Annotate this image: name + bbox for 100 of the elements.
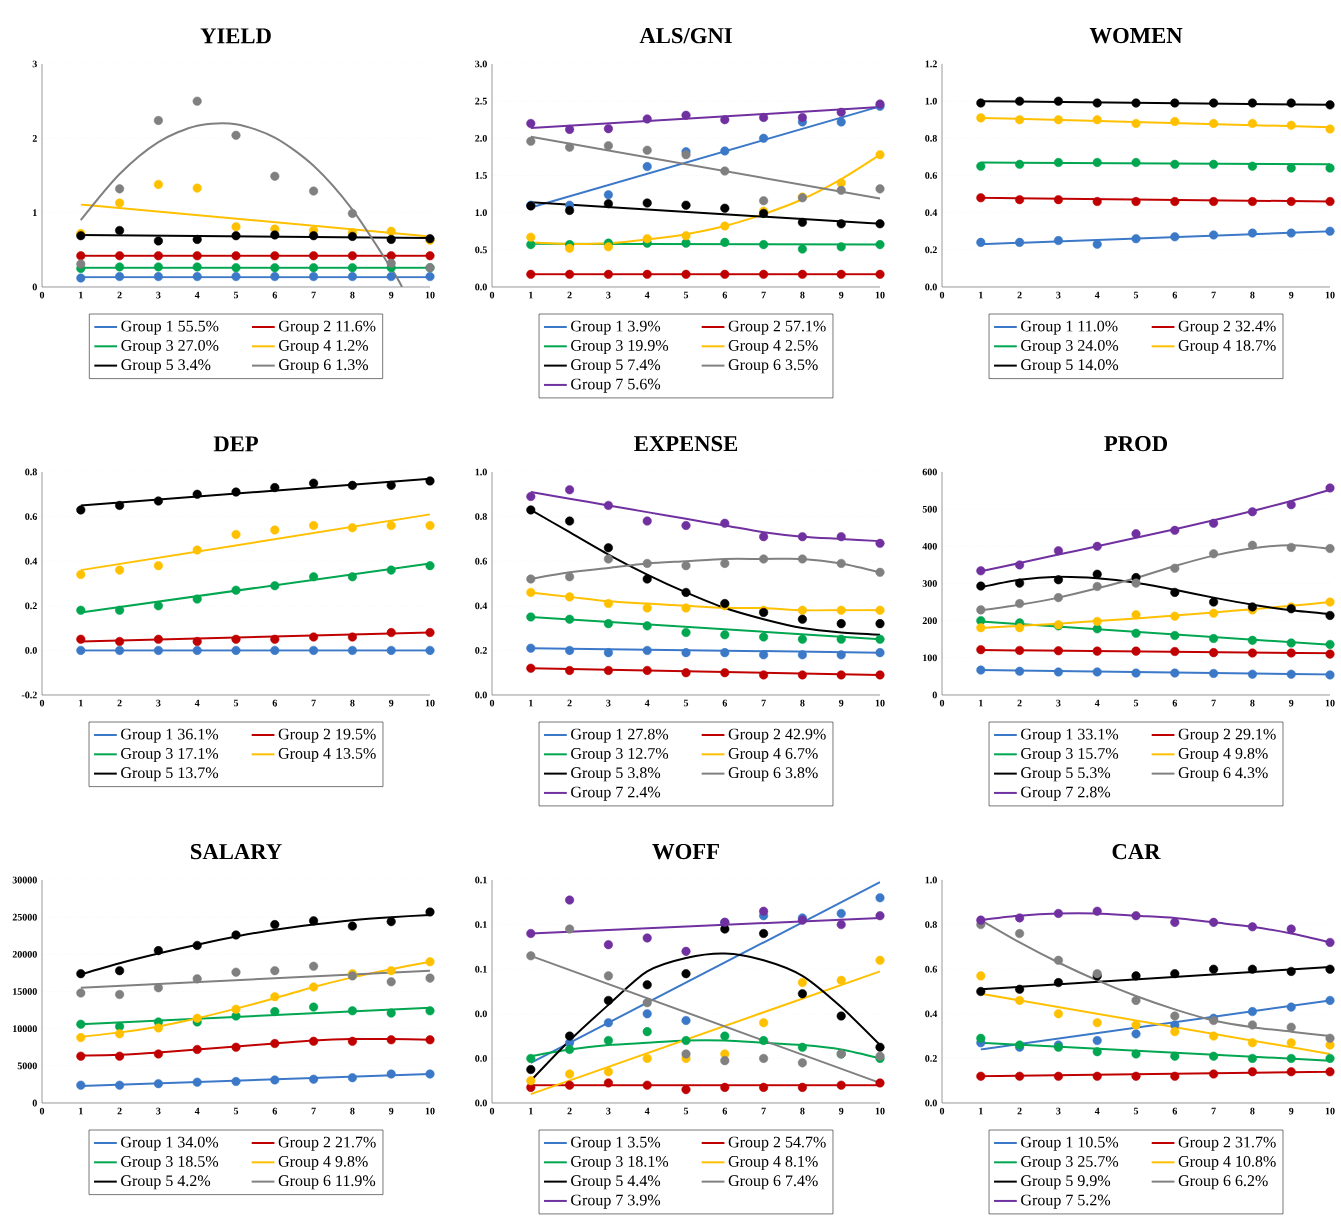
y-tick-label: 1.5 xyxy=(475,172,487,179)
legend-label: Group 1 11.0% xyxy=(1021,320,1118,335)
legend-label: Group 3 25.7% xyxy=(1021,1156,1119,1171)
y-tick-label: 0 xyxy=(32,283,37,291)
x-tick-label: 5 xyxy=(1133,1107,1139,1115)
legend-label: Group 4 18.7% xyxy=(1178,339,1276,355)
x-tick-label: 4 xyxy=(194,699,200,707)
x-tick-label: 5 xyxy=(233,699,239,707)
x-tick-label: 1 xyxy=(529,1107,533,1115)
x-tick-label: 1 xyxy=(979,291,983,299)
chart-title: YIELD xyxy=(200,28,271,44)
x-tick-label: 0 xyxy=(939,1107,945,1115)
x-tick-label: 10 xyxy=(425,291,435,299)
x-tick-label: 4 xyxy=(644,291,650,299)
y-tick-label: 400 xyxy=(922,542,937,550)
y-tick-label: 0.6 xyxy=(925,965,938,973)
x-tick-label: 3 xyxy=(606,1107,611,1115)
y-tick-label: 0 xyxy=(32,1099,37,1107)
x-tick-label: 9 xyxy=(838,1107,844,1115)
y-tick-label: 0 xyxy=(932,691,937,699)
x-tick-label: 8 xyxy=(1250,291,1255,299)
x-tick-label: 1 xyxy=(79,291,83,299)
y-tick-label: 0.0 xyxy=(25,647,37,654)
legend-label: Group 6 11.9% xyxy=(278,1175,376,1190)
legend-label: Group 2 32.4% xyxy=(1178,320,1276,335)
y-tick-label: 0.0 xyxy=(475,1010,487,1018)
x-tick-label: 4 xyxy=(1094,291,1100,299)
x-tick-label: 8 xyxy=(350,1107,355,1115)
y-tick-label: 1 xyxy=(33,209,37,216)
x-tick-label: 6 xyxy=(272,1107,278,1115)
x-tick-label: 5 xyxy=(683,291,689,299)
chart-title: DEP xyxy=(213,436,259,452)
x-tick-label: 9 xyxy=(388,699,394,707)
x-tick-label: 0 xyxy=(489,1107,495,1115)
y-tick-label: 0.0 xyxy=(475,1099,487,1107)
y-tick-label: 2.0 xyxy=(475,134,487,142)
x-tick-label: 2 xyxy=(1017,699,1022,707)
legend-label: Group 1 34.0% xyxy=(121,1136,219,1151)
y-tick-label: 0.8 xyxy=(475,513,487,520)
legend-label: Group 3 19.9% xyxy=(571,339,669,355)
x-tick-label: 6 xyxy=(1172,1107,1178,1115)
chart-title: CAR xyxy=(1112,844,1161,860)
chart-title: ALS/GNI xyxy=(639,28,732,44)
y-tick-label: 0.4 xyxy=(925,209,938,217)
legend-label: Group 3 18.5% xyxy=(121,1155,219,1171)
legend-label: Group 2 21.7% xyxy=(278,1136,376,1151)
legend-label: Group 5 3.8% xyxy=(571,767,661,782)
x-tick-label: 7 xyxy=(1211,291,1216,299)
x-tick-label: 2 xyxy=(1017,291,1022,299)
x-tick-label: 0 xyxy=(939,699,945,707)
x-tick-label: 5 xyxy=(1133,291,1139,299)
x-tick-label: 2 xyxy=(567,291,572,299)
legend-label: Group 6 3.8% xyxy=(728,767,818,782)
y-tick-label: 0.2 xyxy=(925,1055,937,1062)
x-tick-label: 8 xyxy=(800,699,805,707)
x-tick-label: 10 xyxy=(425,699,435,707)
y-tick-label: 25000 xyxy=(12,913,37,921)
x-tick-label: 0 xyxy=(39,1107,45,1115)
legend-label: Group 7 3.9% xyxy=(571,1194,661,1209)
y-tick-label: 0.8 xyxy=(925,134,937,142)
legend-label: Group 4 13.5% xyxy=(278,747,376,763)
x-tick-label: 4 xyxy=(1094,699,1100,707)
legend-label: Group 1 10.5% xyxy=(1021,1136,1119,1151)
legend-label: Group 4 9.8% xyxy=(1178,747,1268,763)
x-tick-label: 8 xyxy=(350,699,355,707)
y-tick-label: 0.8 xyxy=(25,468,37,476)
y-tick-label: 600 xyxy=(922,468,937,476)
x-tick-label: 10 xyxy=(875,1107,885,1115)
y-tick-label: 0.8 xyxy=(925,921,937,928)
legend-label: Group 2 31.7% xyxy=(1178,1136,1276,1151)
y-tick-label: 2 xyxy=(32,135,37,142)
x-tick-label: 9 xyxy=(1288,1107,1294,1115)
legend-label: Group 6 4.3% xyxy=(1178,767,1268,782)
x-tick-label: 10 xyxy=(875,699,885,707)
legend-label: Group 5 7.4% xyxy=(571,359,661,374)
x-tick-label: 2 xyxy=(567,1107,572,1115)
x-tick-label: 3 xyxy=(1056,291,1061,299)
x-tick-label: 4 xyxy=(644,1107,650,1115)
x-tick-label: 6 xyxy=(1172,699,1178,707)
x-tick-label: 5 xyxy=(233,1107,239,1115)
legend-label: Group 5 4.4% xyxy=(571,1175,661,1190)
x-tick-label: 3 xyxy=(606,699,611,707)
x-tick-label: 8 xyxy=(1250,699,1255,707)
legend-label: Group 2 29.1% xyxy=(1178,728,1276,743)
x-tick-label: 2 xyxy=(1017,1107,1022,1115)
x-tick-label: 6 xyxy=(272,699,278,707)
y-tick-label: 0.0 xyxy=(475,691,487,699)
x-tick-label: 1 xyxy=(79,1107,83,1115)
legend-label: Group 4 8.1% xyxy=(728,1156,818,1171)
x-tick-label: 1 xyxy=(529,699,533,707)
legend-label: Group 5 3.4% xyxy=(121,359,211,374)
x-tick-label: 8 xyxy=(800,1107,805,1115)
legend-label: Group 4 9.8% xyxy=(278,1155,368,1171)
y-tick-label: 2.5 xyxy=(475,97,487,105)
legend-label: Group 3 17.1% xyxy=(121,747,219,763)
x-tick-label: 9 xyxy=(838,699,844,707)
chart-title: SALARY xyxy=(191,844,282,860)
x-tick-label: 3 xyxy=(1056,1107,1061,1115)
x-tick-label: 6 xyxy=(722,291,728,299)
y-tick-label: 0.1 xyxy=(475,965,487,973)
